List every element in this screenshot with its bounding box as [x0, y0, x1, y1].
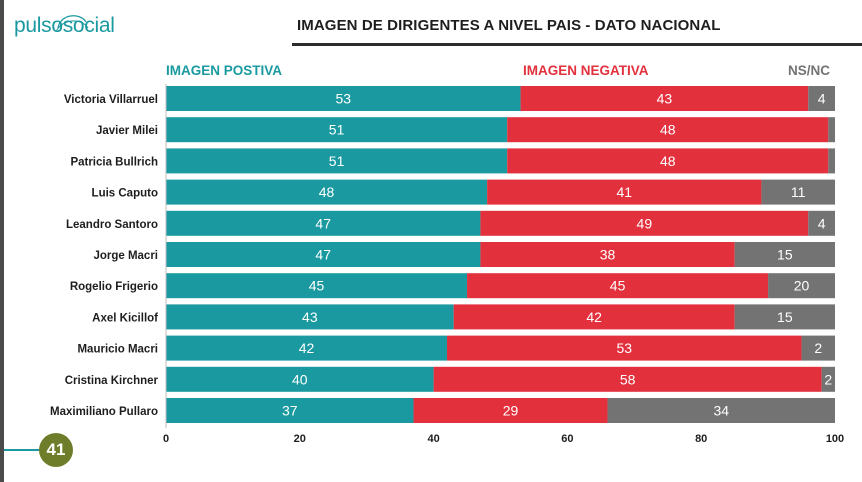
pulso-social-logo: pulsosocial [14, 14, 115, 38]
page-number-badge: 41 [39, 433, 73, 467]
data-label: 15 [777, 247, 793, 263]
data-label: 29 [503, 403, 519, 419]
bar-segment [166, 242, 481, 267]
data-label: 49 [637, 215, 653, 231]
bar-segment [166, 117, 508, 143]
category-label: Patricia Bullrich [70, 156, 158, 168]
bar-segment [507, 117, 829, 143]
data-label: 48 [660, 122, 676, 138]
x-tick-label: 40 [427, 433, 439, 445]
data-label: 53 [335, 91, 351, 107]
data-label: 2 [814, 340, 822, 356]
x-tick-label: 60 [561, 433, 573, 445]
data-label: 4 [818, 91, 826, 107]
bar-segment [166, 179, 488, 205]
legend-nsnc: NS/NC [788, 63, 831, 78]
bar-segment [487, 179, 762, 205]
data-label: 51 [329, 122, 345, 138]
logo-word-social: social [62, 14, 115, 37]
data-label: 47 [315, 215, 331, 231]
data-label: 51 [329, 153, 345, 169]
bar-segment [166, 210, 481, 236]
data-label: 42 [586, 309, 602, 325]
data-label: 34 [713, 403, 729, 419]
category-label: Leandro Santoro [66, 219, 158, 231]
bar-segment [166, 398, 414, 423]
bar-segment [734, 304, 835, 330]
bar-segment [607, 398, 835, 423]
x-tick-label: 80 [695, 433, 707, 445]
bar-segment [166, 148, 508, 174]
bar-segment [808, 210, 835, 236]
data-label: 58 [620, 371, 636, 387]
logo-word-pulso: pulso [14, 14, 63, 37]
category-label: Jorge Macri [93, 250, 158, 262]
data-label: 4 [818, 215, 826, 231]
bar-segment [166, 335, 447, 361]
category-label: Cristina Kirchner [65, 375, 159, 387]
data-label: 37 [282, 403, 298, 419]
data-label: 42 [299, 340, 315, 356]
x-tick-label: 0 [163, 433, 169, 445]
bar-segment [828, 117, 835, 143]
logo-swirl-icon [55, 15, 89, 33]
bar-segment [480, 242, 735, 267]
legend-positive: IMAGEN POSTIVA [166, 63, 283, 78]
legend-negative: IMAGEN NEGATIVA [523, 63, 649, 78]
data-label: 43 [657, 91, 673, 107]
data-label: 47 [315, 247, 331, 263]
data-label: 53 [616, 340, 632, 356]
left-edge-bar [0, 0, 4, 482]
data-label: 45 [610, 278, 626, 294]
bar-segment [433, 366, 822, 392]
bar-segment [761, 179, 835, 205]
data-label: 40 [292, 371, 308, 387]
bar-segment [520, 86, 809, 111]
bar-segment [166, 366, 434, 392]
data-label: 48 [660, 153, 676, 169]
title-underline [292, 43, 862, 46]
data-label: 45 [309, 278, 325, 294]
bar-segment [467, 273, 769, 299]
data-label: 20 [794, 278, 810, 294]
x-tick-label: 100 [826, 433, 844, 445]
bar-segment [166, 304, 454, 330]
data-label: 11 [791, 184, 806, 200]
bar-segment [453, 304, 735, 330]
category-label: Javier Milei [96, 125, 158, 137]
bar-segment [446, 335, 802, 361]
category-label: Rogelio Frigerio [70, 281, 158, 293]
data-label: 41 [616, 184, 632, 200]
bar-segment [413, 398, 608, 423]
data-label: 2 [824, 371, 832, 387]
bar-segment [480, 210, 809, 236]
x-tick-label: 20 [294, 433, 306, 445]
category-label: Victoria Villarruel [64, 94, 158, 106]
category-label: Axel Kicillof [92, 312, 158, 324]
category-label: Maximiliano Pullaro [50, 406, 158, 418]
page-title: IMAGEN DE DIRIGENTES A NIVEL PAIS - DATO… [297, 17, 721, 34]
data-label: 15 [777, 309, 793, 325]
page-number-line [4, 449, 44, 451]
bar-segment [166, 86, 521, 111]
category-label: Luis Caputo [92, 188, 158, 200]
bar-segment [734, 242, 835, 267]
bar-segment [801, 335, 835, 361]
bar-segment [821, 366, 835, 392]
bar-segment [166, 273, 468, 299]
data-label: 38 [600, 247, 616, 263]
bar-segment [507, 148, 829, 174]
bar-segment [808, 86, 835, 111]
data-label: 48 [319, 184, 335, 200]
bar-segment [768, 273, 835, 299]
bar-segment [828, 148, 835, 174]
data-label: 43 [302, 309, 318, 325]
category-label: Mauricio Macri [77, 344, 158, 356]
